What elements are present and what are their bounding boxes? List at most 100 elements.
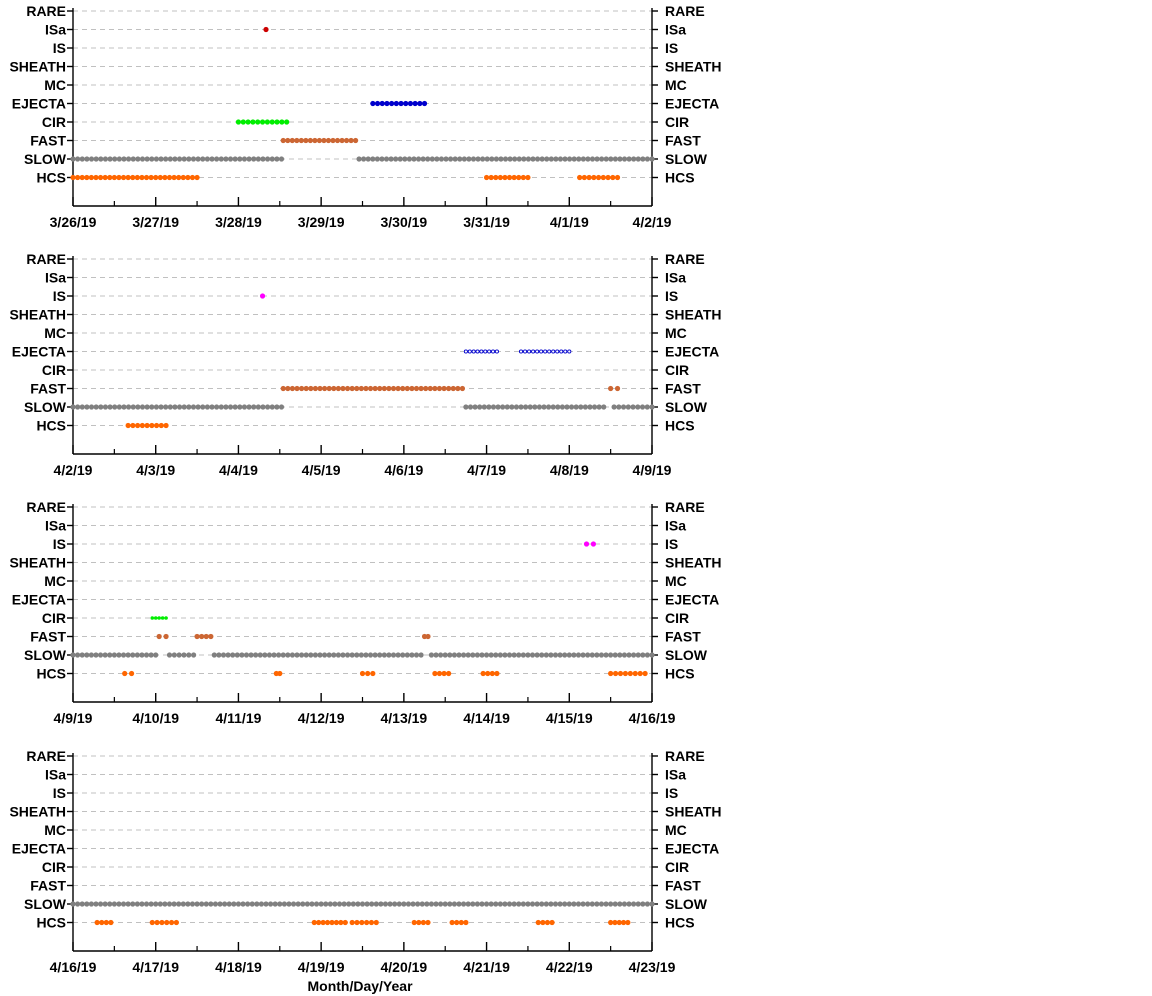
data-point — [231, 901, 237, 907]
data-point — [551, 349, 556, 354]
data-point — [475, 156, 481, 162]
data-point — [627, 670, 633, 677]
data-point — [153, 156, 160, 162]
data-point — [372, 385, 378, 392]
data-point — [84, 404, 90, 410]
data-segment-slow-4 — [70, 156, 285, 162]
data-point — [381, 385, 387, 392]
data-point — [316, 919, 322, 926]
data-point — [419, 901, 425, 907]
data-point — [377, 385, 383, 392]
data-point — [598, 901, 605, 907]
data-point — [497, 652, 503, 658]
x-tick-label-2: 4/18/19 — [215, 959, 262, 975]
y-tick-label-right-cir: CIR — [665, 362, 689, 378]
data-point — [122, 670, 128, 677]
data-point — [527, 404, 533, 410]
data-point — [333, 919, 340, 926]
data-point — [365, 670, 371, 677]
y-tick-label-right-hcs: HCS — [665, 915, 695, 931]
data-segment-slow-8 — [428, 652, 655, 658]
data-point — [294, 137, 300, 144]
data-point — [447, 652, 453, 658]
y-tick-label-left-fast: FAST — [30, 133, 66, 149]
data-point — [518, 404, 524, 410]
y-tick-label-left-is: IS — [53, 288, 66, 304]
data-point — [495, 404, 501, 410]
data-point — [512, 156, 518, 162]
data-point — [456, 652, 462, 658]
data-point — [411, 156, 417, 162]
data-point — [443, 156, 449, 162]
data-point — [470, 156, 477, 162]
data-point — [143, 901, 150, 907]
data-point — [523, 404, 529, 410]
data-point — [235, 901, 242, 907]
data-point — [400, 652, 406, 658]
y-tick-label-right-is: IS — [665, 536, 678, 552]
x-tick-label-1: 3/27/19 — [132, 214, 179, 230]
data-segment-hcs-9 — [122, 670, 135, 677]
data-point — [640, 652, 646, 658]
data-segment-hcs-14 — [608, 670, 648, 677]
x-tick-label-1: 4/17/19 — [132, 959, 179, 975]
data-point — [130, 422, 136, 429]
data-point — [334, 137, 341, 144]
data-segment-hcs-1 — [94, 919, 114, 926]
data-point — [614, 385, 621, 392]
x-tick-label-3: 4/12/19 — [298, 710, 345, 726]
data-point — [148, 174, 154, 181]
data-segment-slow-7 — [211, 652, 424, 658]
data-point — [424, 901, 430, 907]
data-point — [349, 385, 355, 392]
data-point — [580, 156, 586, 162]
y-tick-label-left-slow: SLOW — [24, 647, 67, 663]
data-segment-cir-2 — [235, 119, 290, 125]
data-point — [135, 156, 141, 162]
data-point — [139, 156, 146, 162]
data-point — [285, 652, 291, 658]
data-point — [458, 919, 464, 926]
y-tick-label-right-ejecta: EJECTA — [665, 344, 719, 360]
x-tick-label-0: 3/26/19 — [50, 214, 97, 230]
data-point — [70, 901, 76, 907]
data-point — [286, 901, 292, 907]
data-point — [525, 652, 531, 658]
data-point — [393, 100, 399, 107]
y-tick-label-left-sheath: SHEATH — [9, 59, 66, 75]
data-point — [324, 919, 331, 926]
data-point — [125, 901, 131, 907]
data-point — [438, 652, 444, 658]
data-point — [359, 901, 366, 907]
x-tick-label-0: 4/9/19 — [54, 710, 93, 726]
data-point — [479, 652, 485, 658]
data-point — [194, 174, 200, 181]
data-point — [631, 901, 637, 907]
y-tick-label-left-rare: RARE — [26, 251, 66, 267]
data-point — [581, 174, 587, 181]
data-point — [88, 156, 95, 162]
data-point — [446, 670, 452, 677]
data-point — [185, 901, 191, 907]
data-point — [134, 652, 140, 658]
data-point — [413, 385, 420, 392]
data-point — [616, 919, 622, 926]
data-point — [195, 156, 201, 162]
data-point — [548, 901, 554, 907]
data-point — [277, 670, 283, 677]
data-point — [156, 633, 162, 640]
data-point — [354, 919, 360, 926]
data-point — [190, 404, 197, 410]
data-point — [294, 385, 300, 392]
y-tick-label-right-isa: ISa — [665, 518, 686, 534]
data-point — [642, 670, 648, 677]
y-tick-label-left-cir: CIR — [42, 114, 66, 130]
y-tick-label-left-isa: ISa — [45, 270, 66, 286]
data-point — [617, 156, 623, 162]
x-tick-label-2: 4/4/19 — [219, 462, 258, 478]
y-tick-label-right-sheath: SHEATH — [665, 804, 722, 820]
data-point — [331, 652, 337, 658]
data-point — [316, 137, 323, 144]
data-point — [259, 119, 266, 125]
data-segment-slow-5 — [70, 652, 159, 658]
